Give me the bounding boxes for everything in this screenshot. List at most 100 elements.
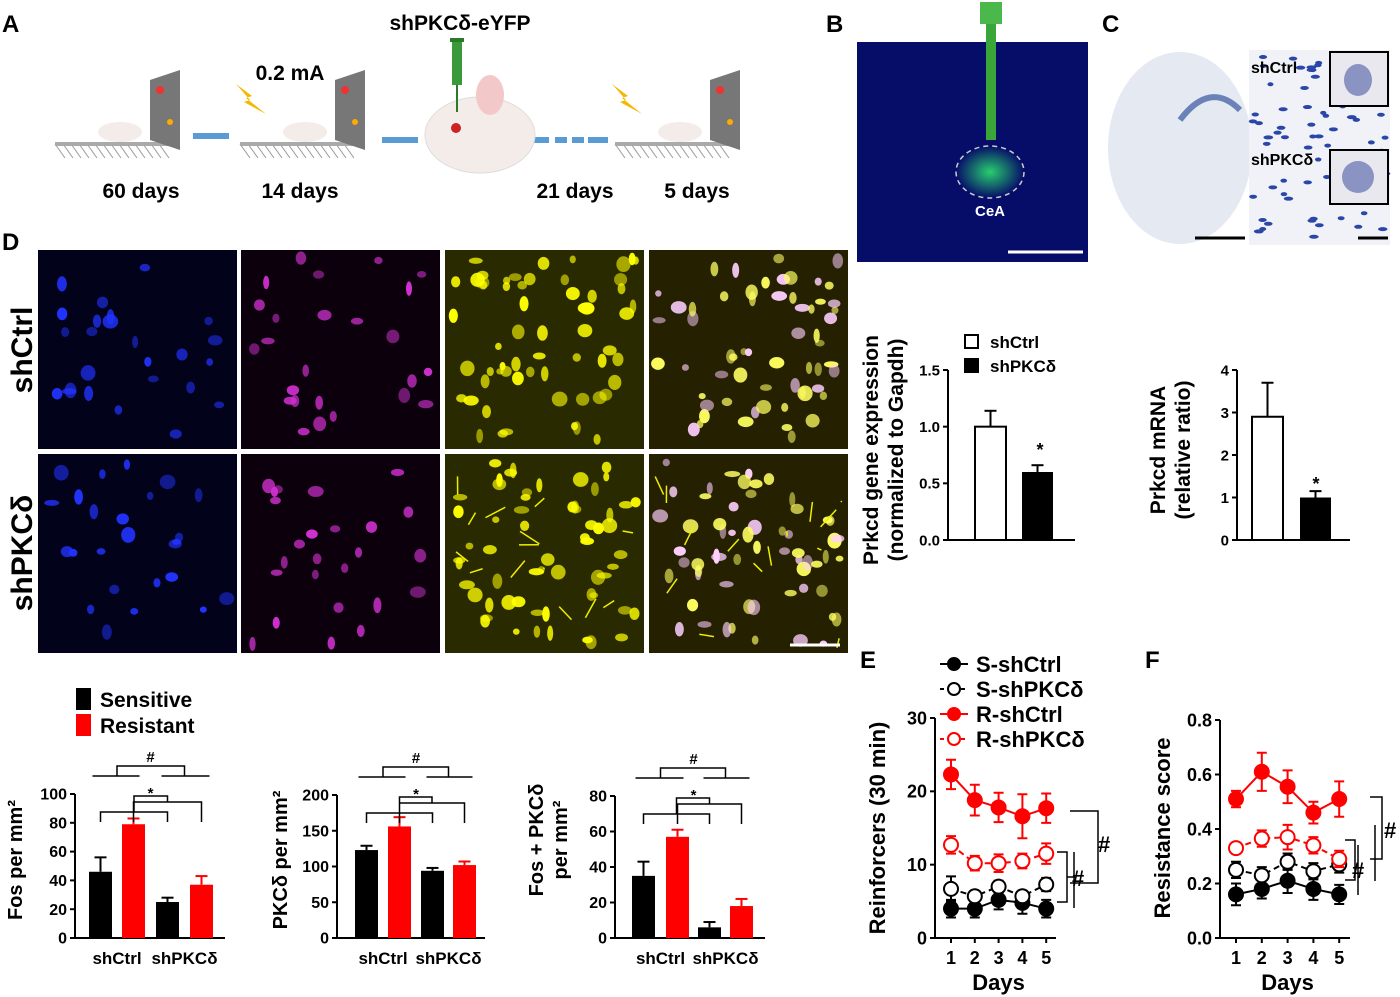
cell bbox=[109, 584, 120, 595]
grid-bar bbox=[303, 143, 315, 159]
cell bbox=[468, 257, 483, 264]
series-S-shPKCδ bbox=[943, 875, 1055, 905]
cell bbox=[116, 513, 129, 525]
lever-light bbox=[352, 119, 358, 125]
legend-label: Sensitive bbox=[100, 689, 192, 712]
grid-bar bbox=[638, 143, 650, 159]
cell bbox=[808, 304, 815, 314]
grid-bar bbox=[247, 143, 259, 159]
neurite bbox=[534, 497, 545, 508]
cell bbox=[485, 597, 494, 613]
cell bbox=[262, 478, 276, 494]
cell bbox=[569, 255, 576, 264]
cell bbox=[511, 324, 525, 340]
row-label-shctrl: shCtrl bbox=[6, 307, 39, 394]
significance-mark: * bbox=[148, 785, 154, 802]
significance-mark: * bbox=[1312, 474, 1319, 494]
cell bbox=[84, 385, 94, 401]
cell bbox=[710, 261, 719, 277]
cell bbox=[418, 400, 434, 409]
data-point bbox=[990, 855, 1007, 872]
cell bbox=[560, 274, 570, 286]
chamber-floor bbox=[615, 142, 730, 146]
grid-bar bbox=[158, 143, 170, 159]
cell bbox=[130, 608, 139, 615]
cell bbox=[688, 301, 697, 317]
cell bbox=[512, 371, 524, 386]
cell bbox=[423, 367, 433, 377]
data-point bbox=[1279, 829, 1296, 846]
legend-marker bbox=[947, 657, 961, 671]
cell bbox=[409, 586, 426, 598]
x-tick-label: 4 bbox=[1017, 948, 1027, 968]
cell bbox=[293, 539, 305, 549]
cell bbox=[781, 402, 789, 412]
significance-bracket bbox=[1345, 796, 1383, 895]
cell bbox=[511, 356, 521, 372]
y-tick-label: 100 bbox=[302, 859, 329, 876]
stained-nucleus bbox=[1295, 65, 1306, 70]
grid-bar bbox=[662, 143, 674, 159]
data-point bbox=[966, 888, 983, 905]
cell bbox=[297, 427, 310, 436]
y-axis-label: Fos per mm² bbox=[5, 800, 27, 920]
y-tick-label: 40 bbox=[589, 860, 607, 877]
cell bbox=[773, 253, 785, 264]
y-tick-label: 100 bbox=[40, 787, 67, 804]
label-shctrl: shCtrl bbox=[1251, 60, 1297, 77]
cell bbox=[652, 317, 666, 324]
cell bbox=[80, 365, 96, 381]
stained-nucleus bbox=[1258, 217, 1267, 222]
cell bbox=[613, 550, 628, 560]
cell bbox=[585, 635, 597, 650]
cell bbox=[153, 578, 161, 588]
neurite bbox=[816, 547, 822, 551]
micrograph-tile bbox=[38, 454, 237, 653]
cell bbox=[590, 569, 606, 585]
data-point bbox=[1014, 808, 1031, 825]
cell bbox=[699, 493, 712, 500]
cell bbox=[523, 272, 536, 286]
cell bbox=[719, 581, 734, 588]
cell bbox=[476, 428, 484, 444]
cell bbox=[407, 374, 417, 388]
legend-marker bbox=[947, 732, 961, 746]
timeline-segment bbox=[193, 133, 229, 139]
lightning-icon bbox=[236, 84, 266, 114]
grid-bar bbox=[319, 143, 331, 159]
y-axis-label: Prkcd gene expression bbox=[860, 335, 883, 565]
cell bbox=[327, 636, 336, 650]
y-axis-label: Resistance score bbox=[1150, 738, 1175, 919]
neurite bbox=[455, 551, 469, 563]
cell bbox=[769, 357, 785, 369]
rat-head-illustration bbox=[424, 75, 536, 174]
stained-nucleus bbox=[1367, 140, 1375, 145]
grid-bar bbox=[702, 143, 714, 159]
data-point bbox=[1279, 778, 1296, 795]
data-point bbox=[1014, 888, 1031, 905]
y-tick-label: 50 bbox=[311, 895, 329, 912]
data-point bbox=[1331, 886, 1348, 903]
duration-4: 5 days bbox=[664, 180, 729, 203]
grid-bar bbox=[678, 143, 690, 159]
grid-bar bbox=[279, 143, 291, 159]
cell bbox=[541, 366, 549, 382]
cell bbox=[572, 421, 581, 435]
cell bbox=[306, 529, 318, 539]
cell bbox=[602, 345, 617, 356]
in-situ-section: shCtrl shPKCδ bbox=[1108, 50, 1391, 245]
stained-nucleus bbox=[1324, 143, 1332, 148]
y-tick-label: 80 bbox=[589, 789, 607, 806]
cell bbox=[302, 364, 310, 377]
cell bbox=[771, 291, 788, 301]
significance-bracket bbox=[642, 797, 743, 824]
bar bbox=[1022, 472, 1053, 540]
cell bbox=[123, 459, 131, 470]
cell bbox=[572, 472, 589, 487]
stained-nucleus bbox=[1259, 226, 1267, 231]
cell bbox=[674, 621, 684, 637]
cell bbox=[737, 416, 754, 428]
stained-nucleus bbox=[1322, 113, 1330, 118]
bar bbox=[730, 906, 753, 938]
stained-nucleus bbox=[1259, 63, 1267, 68]
